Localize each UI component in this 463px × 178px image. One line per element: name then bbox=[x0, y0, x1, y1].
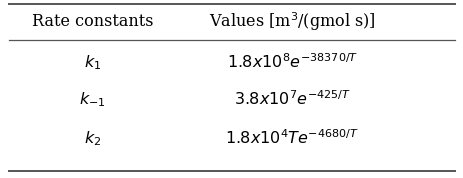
Text: $1.8x10^8e^{-38370/T}$: $1.8x10^8e^{-38370/T}$ bbox=[226, 53, 357, 72]
Text: $3.8x10^7e^{-425/T}$: $3.8x10^7e^{-425/T}$ bbox=[233, 90, 350, 109]
Text: Rate constants: Rate constants bbox=[32, 13, 153, 30]
Text: $k_{1}$: $k_{1}$ bbox=[84, 53, 101, 72]
Text: $k_2$: $k_2$ bbox=[84, 129, 101, 148]
Text: $1.8x10^4Te^{-4680/T}$: $1.8x10^4Te^{-4680/T}$ bbox=[225, 129, 359, 148]
Text: $k_{-1}$: $k_{-1}$ bbox=[79, 90, 106, 109]
Text: Values [m$^3$/(gmol s)]: Values [m$^3$/(gmol s)] bbox=[208, 10, 375, 33]
